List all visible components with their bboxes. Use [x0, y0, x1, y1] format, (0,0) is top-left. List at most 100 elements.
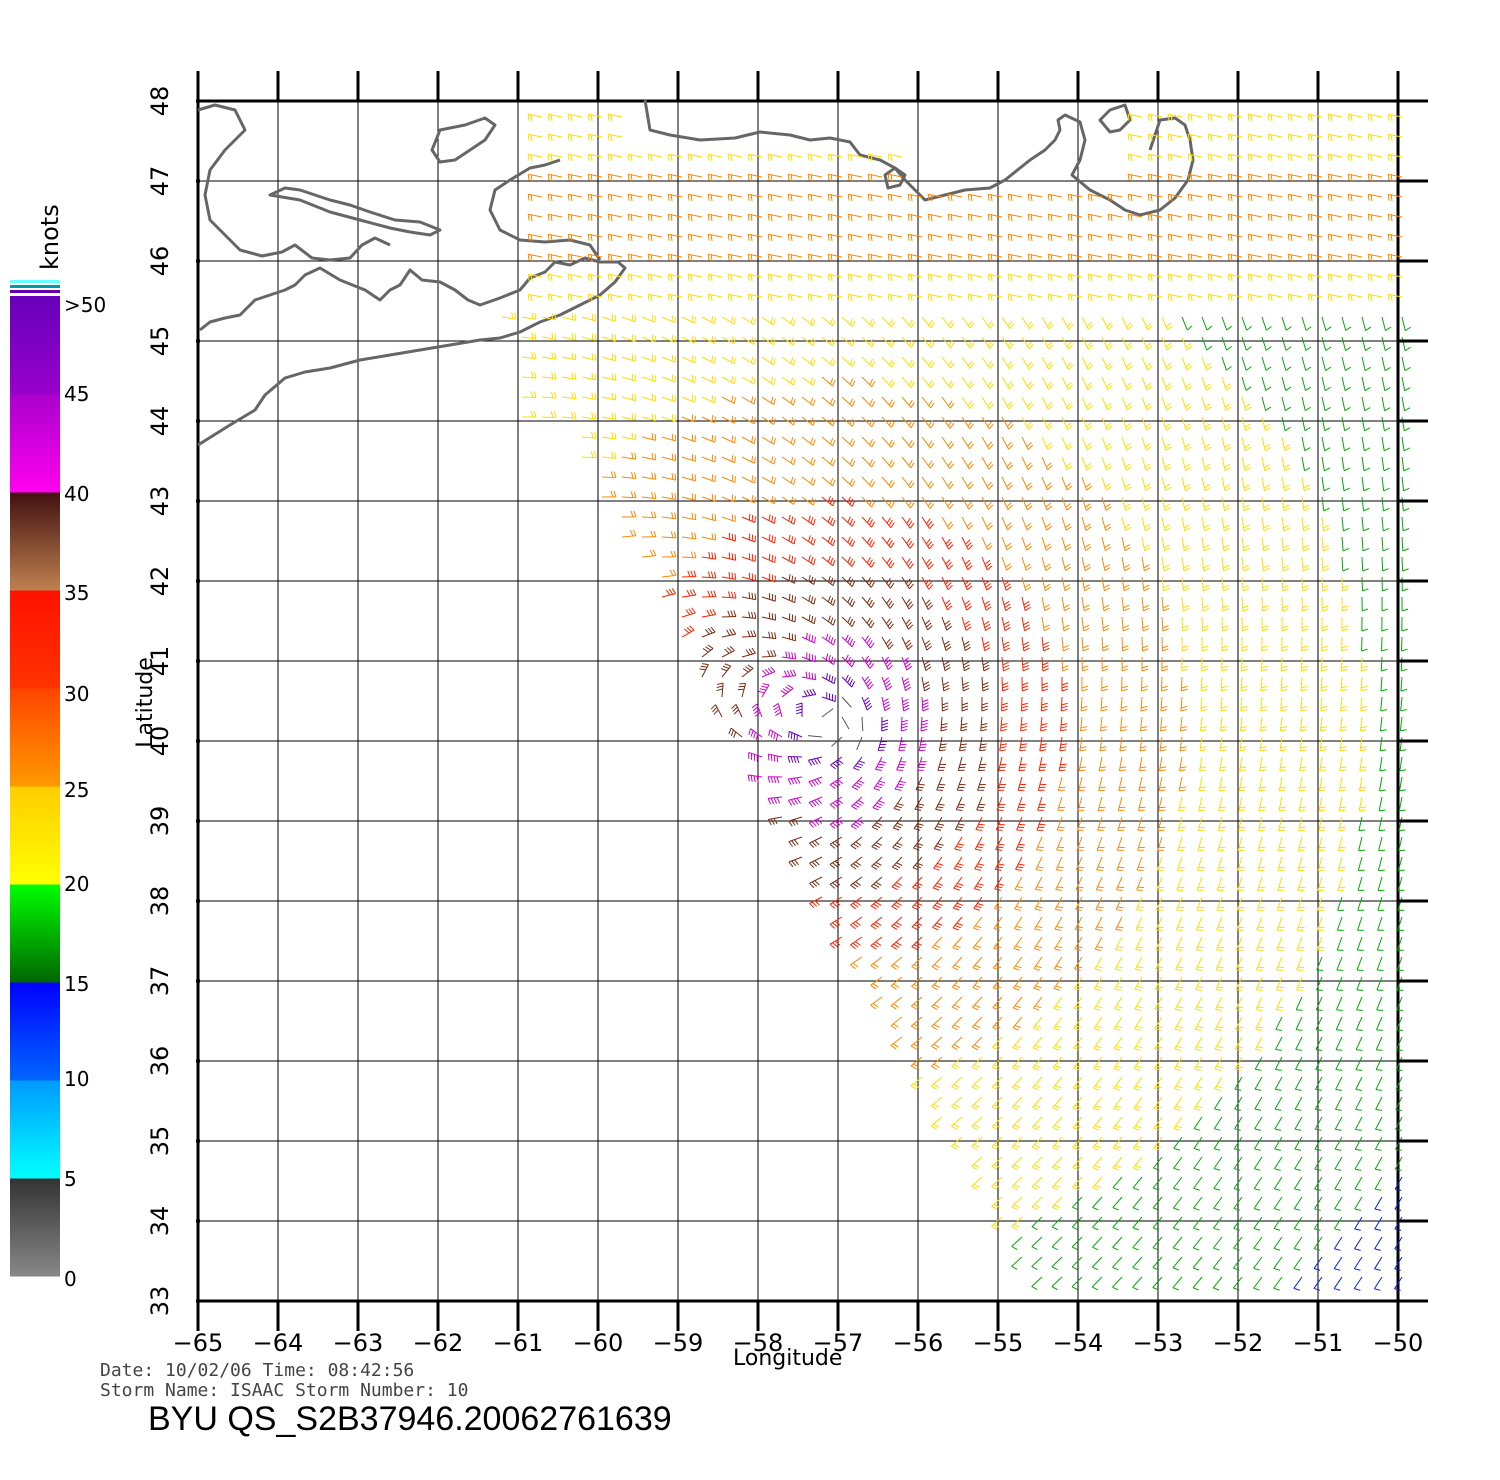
- wind-barb-flag: [909, 522, 915, 529]
- wind-barb-flag: [1084, 566, 1091, 572]
- wind-barb: [730, 727, 743, 738]
- wind-barb-flag: [851, 500, 856, 507]
- wind-barb: [850, 956, 863, 966]
- wind-barb: [1114, 936, 1123, 950]
- wind-barb-flag: [788, 514, 791, 522]
- wind-barb-flag: [1092, 1147, 1100, 1151]
- wind-barb-flag: [1084, 543, 1091, 549]
- wind-barb: [992, 956, 1003, 969]
- wind-barb: [1221, 356, 1227, 371]
- wind-barb: [1053, 956, 1063, 969]
- wind-barb-flag: [1103, 604, 1110, 609]
- wind-barb-flag: [1299, 806, 1307, 809]
- wind-barb-flag: [976, 846, 984, 849]
- wind-barb: [548, 293, 563, 298]
- wind-barb-flag: [1016, 849, 1023, 851]
- wind-barb: [621, 316, 636, 323]
- wind-barb-flag: [974, 1024, 981, 1029]
- wind-barb-flag: [1135, 929, 1143, 931]
- wind-barb-flag: [1013, 947, 1021, 951]
- wind-barb-flag: [1282, 608, 1289, 612]
- wind-barb-flag: [1222, 608, 1229, 612]
- wind-barb-flag: [1302, 588, 1309, 592]
- wind-barb-flag: [1119, 786, 1126, 789]
- wind-barb-flag: [1274, 1108, 1282, 1111]
- wind-barb-flag: [964, 620, 970, 626]
- wind-barb-flag: [1334, 1228, 1341, 1231]
- wind-barb-flag: [770, 396, 774, 404]
- wind-barb-flag: [1363, 527, 1370, 532]
- wind-barb-flag: [1141, 685, 1148, 689]
- wind-barb: [1075, 896, 1083, 910]
- wind-barb-flag: [1085, 422, 1092, 428]
- wind-barb: [809, 896, 823, 904]
- wind-barb-flag: [888, 539, 893, 546]
- wind-barb-flag: [887, 641, 893, 647]
- wind-barb-flag: [1028, 384, 1034, 390]
- wind-barb: [1355, 1076, 1363, 1090]
- wind-barb-flag: [627, 294, 630, 301]
- wind-barb-flag: [713, 709, 719, 715]
- wind-barb-flag: [1015, 925, 1023, 929]
- wind-barb-flag: [834, 860, 841, 866]
- wind-barb-flag: [1354, 1208, 1362, 1211]
- wind-barb-flag: [1056, 906, 1064, 909]
- wind-barb-flag: [1224, 527, 1231, 532]
- wind-barb-flag: [1005, 586, 1012, 591]
- wind-barb-flag: [914, 884, 921, 889]
- wind-barb: [850, 816, 863, 827]
- wind-barb-flag: [1137, 926, 1144, 929]
- wind-barb: [1051, 1196, 1063, 1208]
- wind-barb-flag: [1364, 366, 1371, 372]
- wind-barb-flag: [753, 775, 756, 783]
- wind-barb-flag: [1400, 709, 1407, 712]
- wind-barb: [1381, 376, 1386, 391]
- wind-barb: [951, 1136, 963, 1147]
- wind-barb: [1031, 1276, 1043, 1287]
- wind-barb: [1399, 776, 1403, 791]
- wind-barb: [1141, 376, 1148, 391]
- wind-barb: [1081, 636, 1084, 651]
- wind-barb-flag: [1221, 688, 1228, 692]
- wind-barb: [781, 456, 794, 466]
- wind-barb-flag: [1047, 444, 1053, 451]
- wind-barb-flag: [1344, 407, 1351, 412]
- wind-barb-flag: [973, 927, 980, 931]
- wind-barb-flag: [955, 828, 962, 831]
- wind-barb-flag: [1195, 1008, 1202, 1011]
- wind-barb-flag: [686, 590, 691, 597]
- wind-barb: [1091, 1256, 1103, 1268]
- wind-barb-flag: [1163, 564, 1170, 569]
- wind-barb: [1261, 476, 1266, 491]
- wind-barb-flag: [1220, 746, 1227, 749]
- wind-barb: [1301, 376, 1306, 391]
- wind-barb-flag: [995, 905, 1003, 909]
- wind-barb-flag: [1324, 406, 1331, 412]
- wind-barb-flag: [908, 460, 913, 466]
- wind-barb: [1220, 696, 1223, 711]
- wind-barb: [1041, 476, 1048, 491]
- wind-barb-flag: [1383, 487, 1390, 492]
- wind-barb-flag: [810, 317, 814, 325]
- wind-barb-flag: [951, 1026, 958, 1031]
- wind-barb-flag: [803, 690, 808, 697]
- wind-barb-flag: [831, 675, 834, 683]
- wind-barb-flag: [1081, 705, 1088, 709]
- wind-barb-flag: [1233, 1207, 1241, 1211]
- wind-barb-flag: [1180, 746, 1187, 749]
- wind-barb: [829, 796, 843, 805]
- wind-barb-flag: [1273, 1247, 1281, 1251]
- wind-barb-flag: [1202, 584, 1210, 589]
- wind-barb-flag: [911, 1005, 918, 1010]
- wind-barb: [1155, 936, 1163, 950]
- wind-barb: [821, 336, 833, 347]
- wind-barb: [1321, 496, 1325, 511]
- wind-barb-flag: [731, 395, 734, 403]
- wind-barb: [961, 416, 971, 429]
- wind-barb: [1181, 356, 1188, 371]
- wind-barb: [1341, 336, 1347, 351]
- wind-barb-flag: [1186, 325, 1193, 331]
- wind-barb: [741, 576, 756, 582]
- wind-barb-flag: [930, 342, 935, 349]
- wind-barb-flag: [1066, 422, 1072, 428]
